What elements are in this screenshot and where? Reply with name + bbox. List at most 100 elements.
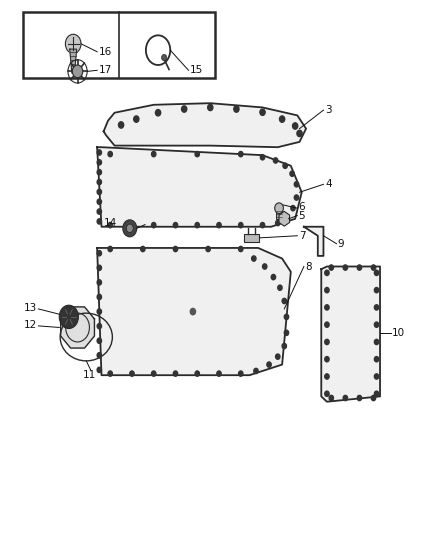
Text: 9: 9 bbox=[338, 239, 344, 249]
Text: 4: 4 bbox=[325, 179, 332, 189]
Circle shape bbox=[108, 246, 113, 252]
Circle shape bbox=[290, 171, 294, 176]
Circle shape bbox=[130, 222, 134, 228]
Circle shape bbox=[297, 130, 302, 136]
Circle shape bbox=[130, 371, 134, 376]
Circle shape bbox=[325, 340, 329, 345]
Text: 11: 11 bbox=[83, 370, 96, 380]
Text: 12: 12 bbox=[24, 320, 38, 330]
Circle shape bbox=[97, 294, 102, 300]
Circle shape bbox=[208, 104, 213, 111]
Circle shape bbox=[374, 340, 379, 345]
Circle shape bbox=[152, 371, 156, 376]
Circle shape bbox=[126, 224, 133, 232]
Circle shape bbox=[371, 395, 376, 401]
Polygon shape bbox=[97, 147, 302, 227]
Circle shape bbox=[65, 34, 81, 53]
Circle shape bbox=[267, 362, 271, 367]
Circle shape bbox=[260, 222, 265, 228]
Circle shape bbox=[325, 357, 329, 362]
Circle shape bbox=[329, 265, 333, 270]
Polygon shape bbox=[321, 266, 380, 402]
Text: 8: 8 bbox=[305, 262, 312, 271]
Circle shape bbox=[271, 274, 276, 280]
Circle shape bbox=[252, 256, 256, 261]
Circle shape bbox=[254, 368, 258, 374]
Circle shape bbox=[343, 265, 347, 270]
Text: 10: 10 bbox=[392, 328, 405, 338]
Circle shape bbox=[97, 209, 102, 214]
Circle shape bbox=[217, 222, 221, 228]
Circle shape bbox=[152, 222, 156, 228]
Bar bbox=[276, 208, 282, 219]
Circle shape bbox=[374, 305, 379, 310]
Circle shape bbox=[155, 110, 161, 116]
Text: 3: 3 bbox=[325, 105, 332, 115]
Text: 6: 6 bbox=[299, 201, 305, 212]
Text: 14: 14 bbox=[103, 218, 117, 228]
Text: 15: 15 bbox=[190, 66, 203, 75]
Circle shape bbox=[182, 106, 187, 112]
Circle shape bbox=[278, 285, 282, 290]
Circle shape bbox=[374, 391, 379, 397]
Circle shape bbox=[141, 246, 145, 252]
Circle shape bbox=[260, 155, 265, 160]
Circle shape bbox=[276, 354, 280, 359]
Circle shape bbox=[195, 371, 199, 376]
Circle shape bbox=[239, 151, 243, 157]
Circle shape bbox=[72, 65, 83, 78]
Circle shape bbox=[282, 298, 286, 304]
Circle shape bbox=[293, 123, 298, 129]
Text: 17: 17 bbox=[99, 66, 112, 75]
Circle shape bbox=[283, 163, 287, 168]
Circle shape bbox=[97, 199, 102, 204]
Circle shape bbox=[162, 54, 167, 61]
Circle shape bbox=[294, 182, 299, 187]
Circle shape bbox=[325, 287, 329, 293]
Polygon shape bbox=[304, 227, 323, 256]
Circle shape bbox=[239, 222, 243, 228]
Bar bbox=[244, 233, 259, 242]
Circle shape bbox=[279, 116, 285, 122]
Circle shape bbox=[118, 122, 124, 128]
Circle shape bbox=[291, 206, 295, 211]
Circle shape bbox=[284, 314, 289, 319]
Circle shape bbox=[374, 287, 379, 293]
Circle shape bbox=[152, 151, 156, 157]
Circle shape bbox=[195, 151, 199, 157]
Circle shape bbox=[97, 338, 102, 343]
Circle shape bbox=[262, 264, 267, 269]
Circle shape bbox=[97, 251, 102, 256]
Text: 16: 16 bbox=[99, 47, 112, 56]
Circle shape bbox=[325, 374, 329, 379]
Circle shape bbox=[123, 220, 137, 237]
Polygon shape bbox=[97, 248, 291, 375]
Circle shape bbox=[239, 371, 243, 376]
Circle shape bbox=[59, 305, 78, 328]
Circle shape bbox=[325, 270, 329, 276]
Polygon shape bbox=[104, 103, 306, 147]
Circle shape bbox=[294, 195, 299, 200]
Circle shape bbox=[273, 158, 278, 163]
Circle shape bbox=[374, 357, 379, 362]
Circle shape bbox=[97, 309, 102, 314]
Circle shape bbox=[108, 151, 113, 157]
Text: 7: 7 bbox=[299, 231, 305, 241]
Circle shape bbox=[275, 203, 283, 214]
Circle shape bbox=[97, 280, 102, 285]
Text: 5: 5 bbox=[299, 211, 305, 221]
Circle shape bbox=[108, 371, 113, 376]
Bar bbox=[23, 12, 215, 78]
Circle shape bbox=[329, 395, 333, 401]
Circle shape bbox=[325, 305, 329, 310]
Circle shape bbox=[284, 214, 289, 219]
Circle shape bbox=[374, 322, 379, 327]
Circle shape bbox=[97, 150, 102, 155]
Circle shape bbox=[108, 222, 113, 228]
Circle shape bbox=[97, 324, 102, 329]
Circle shape bbox=[239, 246, 243, 252]
Circle shape bbox=[173, 246, 178, 252]
Circle shape bbox=[284, 330, 289, 335]
Circle shape bbox=[325, 322, 329, 327]
Circle shape bbox=[260, 109, 265, 115]
